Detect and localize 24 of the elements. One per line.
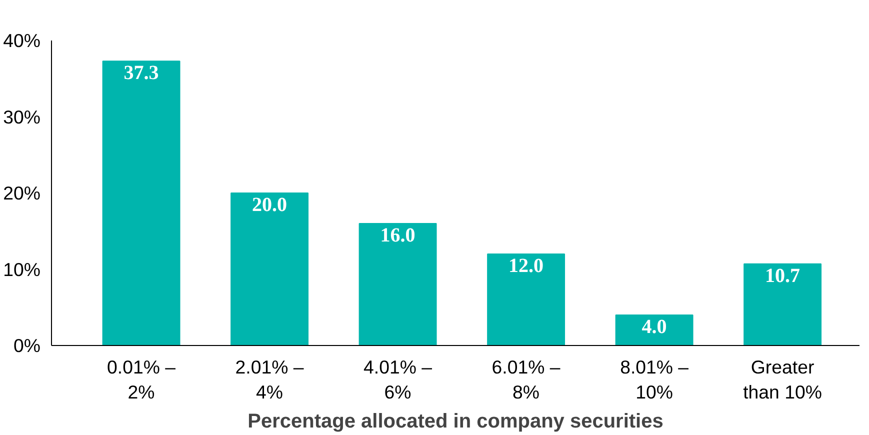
- x-tick-label: 4.01% – 6%: [364, 356, 433, 403]
- y-tick-label: 0%: [14, 335, 41, 356]
- bar: [102, 60, 180, 346]
- bar: [230, 192, 309, 346]
- data-label: 10.7: [765, 264, 800, 287]
- x-tick-label: 8.01% – 10%: [620, 356, 690, 403]
- y-tick-label: 40%: [3, 30, 41, 51]
- data-label: 37.3: [124, 62, 159, 84]
- y-tick-label: 20%: [3, 182, 41, 204]
- data-label: 4.0: [642, 316, 667, 338]
- bar: [744, 263, 822, 346]
- bar: [615, 314, 694, 346]
- x-tick-label: 2.01% – 4%: [235, 356, 304, 403]
- data-label: 16.0: [380, 224, 416, 246]
- bar: [487, 254, 566, 346]
- x-tick-label: 0.01% – 2%: [107, 356, 176, 403]
- y-tick-label: 10%: [3, 258, 41, 280]
- y-tick-label: 30%: [3, 106, 41, 128]
- data-label: 20.0: [252, 194, 288, 216]
- x-tick-label: 6.01% – 8%: [492, 356, 561, 403]
- x-axis-title: Percentage allocated in company securities: [248, 410, 664, 433]
- bar: [358, 223, 437, 346]
- x-tick-label: Greater than 10%: [743, 356, 822, 403]
- data-label: 12.0: [508, 255, 544, 277]
